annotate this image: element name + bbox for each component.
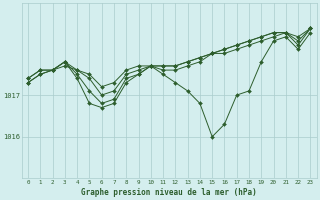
X-axis label: Graphe pression niveau de la mer (hPa): Graphe pression niveau de la mer (hPa) [81,188,257,197]
